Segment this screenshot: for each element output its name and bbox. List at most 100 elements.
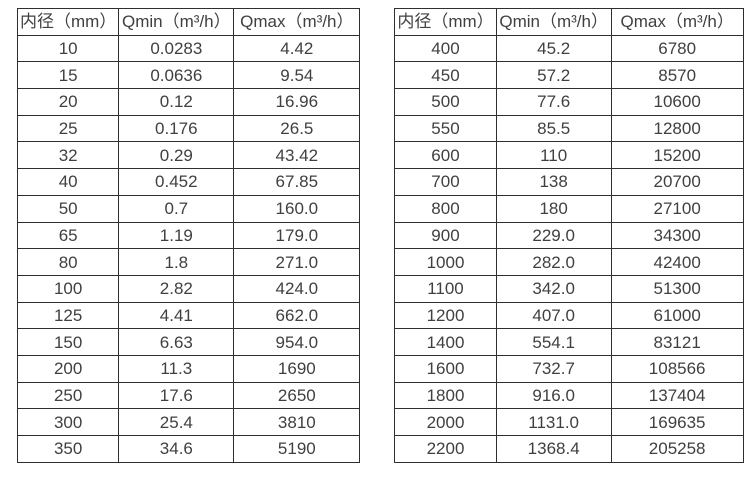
header-row: 内径（mm） Qmin（m³/h） Qmax（m³/h） (16, 8, 361, 36)
table-row: 500 77.6 10600 (394, 88, 744, 116)
table-row: 125 4.41 662.0 (16, 301, 361, 330)
table-cell: 25 (16, 114, 120, 143)
table-cell: 180 (495, 194, 612, 223)
table-row: 600 110 15200 (394, 141, 744, 170)
table-cell: 34.6 (118, 435, 235, 463)
table-row: 1100 342.0 51300 (394, 274, 744, 303)
table-cell: 4.41 (118, 301, 235, 330)
table-cell: 15 (16, 61, 120, 90)
table-cell: 169635 (610, 408, 744, 436)
table-cell: 1368.4 (495, 435, 612, 463)
table-cell: 800 (394, 194, 497, 223)
column-header-qmin: Qmin（m³/h） (495, 8, 612, 36)
table-cell: 550 (394, 114, 497, 143)
table-cell: 77.6 (495, 88, 612, 116)
table-cell: 32 (16, 141, 120, 170)
table-cell: 1800 (394, 381, 497, 410)
table-cell: 0.7 (118, 194, 235, 223)
table-cell: 205258 (610, 435, 744, 463)
table-cell: 65 (16, 221, 120, 250)
table-cell: 20 (16, 88, 120, 116)
table-row: 32 0.29 43.42 (16, 141, 361, 170)
table-cell: 2650 (233, 381, 361, 410)
table-cell: 2000 (394, 408, 497, 436)
table-row: 350 34.6 5190 (16, 435, 361, 463)
table-row: 40 0.452 67.85 (16, 168, 361, 196)
table-cell: 10 (16, 34, 120, 63)
table-cell: 160.0 (233, 194, 361, 223)
column-header-qmin: Qmin（m³/h） (118, 8, 235, 36)
table-cell: 0.0283 (118, 34, 235, 63)
table-row: 1000 282.0 42400 (394, 248, 744, 276)
table-cell: 1600 (394, 354, 497, 383)
table-row: 1600 732.7 108566 (394, 354, 744, 383)
table-cell: 12800 (610, 114, 744, 143)
table-cell: 700 (394, 168, 497, 196)
table-cell: 200 (16, 354, 120, 383)
table-row: 700 138 20700 (394, 168, 744, 196)
table-cell: 10600 (610, 88, 744, 116)
table-cell: 83121 (610, 328, 744, 356)
table-cell: 45.2 (495, 34, 612, 63)
table-cell: 500 (394, 88, 497, 116)
table-cell: 67.85 (233, 168, 361, 196)
table-cell: 2.82 (118, 274, 235, 303)
table-row: 50 0.7 160.0 (16, 194, 361, 223)
table-cell: 0.0636 (118, 61, 235, 90)
table-cell: 229.0 (495, 221, 612, 250)
table-cell: 900 (394, 221, 497, 250)
table-cell: 61000 (610, 301, 744, 330)
table-row: 900 229.0 34300 (394, 221, 744, 250)
table-cell: 0.12 (118, 88, 235, 116)
table-row: 300 25.4 3810 (16, 408, 361, 436)
column-header-diameter: 内径（mm） (394, 8, 497, 36)
table-cell: 0.452 (118, 168, 235, 196)
table-cell: 300 (16, 408, 120, 436)
table-cell: 3810 (233, 408, 361, 436)
table-cell: 1100 (394, 274, 497, 303)
table-cell: 400 (394, 34, 497, 63)
table-cell: 8570 (610, 61, 744, 90)
table-row: 65 1.19 179.0 (16, 221, 361, 250)
table-cell: 110 (495, 141, 612, 170)
table-cell: 450 (394, 61, 497, 90)
table-row: 15 0.0636 9.54 (16, 61, 361, 90)
table-cell: 43.42 (233, 141, 361, 170)
table-row: 1200 407.0 61000 (394, 301, 744, 330)
table-row: 200 11.3 1690 (16, 354, 361, 383)
table-cell: 26.5 (233, 114, 361, 143)
table-row: 100 2.82 424.0 (16, 274, 361, 303)
table-cell: 40 (16, 168, 120, 196)
table-cell: 9.54 (233, 61, 361, 90)
table-cell: 1400 (394, 328, 497, 356)
table-cell: 15200 (610, 141, 744, 170)
table-row: 450 57.2 8570 (394, 61, 744, 90)
table-cell: 57.2 (495, 61, 612, 90)
table-cell: 732.7 (495, 354, 612, 383)
table-row: 25 0.176 26.5 (16, 114, 361, 143)
table-cell: 4.42 (233, 34, 361, 63)
table-cell: 271.0 (233, 248, 361, 276)
table-cell: 138 (495, 168, 612, 196)
table-cell: 137404 (610, 381, 744, 410)
table-cell: 342.0 (495, 274, 612, 303)
table-row: 20 0.12 16.96 (16, 88, 361, 116)
table-cell: 20700 (610, 168, 744, 196)
table-cell: 407.0 (495, 301, 612, 330)
table-cell: 2200 (394, 435, 497, 463)
table-row: 800 180 27100 (394, 194, 744, 223)
spec-tables-container: 内径（mm） Qmin（m³/h） Qmax（m³/h） 10 0.0283 4.4… (16, 8, 744, 463)
table-cell: 125 (16, 301, 120, 330)
flow-table-right: 内径（mm） Qmin（m³/h） Qmax（m³/h） 400 45.2 6780… (394, 8, 744, 463)
table-cell: 17.6 (118, 381, 235, 410)
table-cell: 424.0 (233, 274, 361, 303)
table-row: 150 6.63 954.0 (16, 328, 361, 356)
table-cell: 0.29 (118, 141, 235, 170)
table-row: 1400 554.1 83121 (394, 328, 744, 356)
table-cell: 662.0 (233, 301, 361, 330)
table-cell: 5190 (233, 435, 361, 463)
table-cell: 0.176 (118, 114, 235, 143)
table-cell: 916.0 (495, 381, 612, 410)
table-cell: 108566 (610, 354, 744, 383)
table-cell: 179.0 (233, 221, 361, 250)
